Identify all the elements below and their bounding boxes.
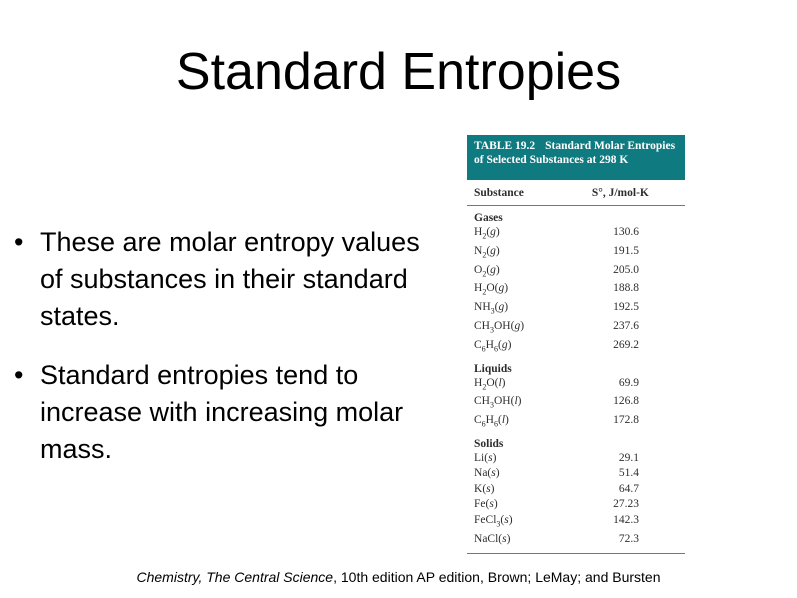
- table-group-title: Solids: [474, 437, 504, 450]
- table-row: K(s) 64.7: [467, 482, 685, 498]
- citation-footer: Chemistry, The Central Science, 10th edi…: [0, 568, 797, 586]
- substance-cell: Na(s): [474, 467, 500, 480]
- table-row: Na(s) 51.4: [467, 466, 685, 482]
- entropy-value-cell: 191.5: [613, 244, 639, 257]
- substance-cell: N2(g): [474, 244, 500, 260]
- entropy-value-cell: 192.5: [613, 301, 639, 314]
- table-row: FeCl3(s) 142.3: [467, 513, 685, 532]
- bullet-dot-icon: •: [14, 360, 24, 390]
- entropy-value-cell: 142.3: [613, 513, 639, 526]
- entropy-value-cell: 29.1: [618, 451, 639, 464]
- entropy-value-cell: 51.4: [618, 467, 639, 480]
- entropy-value-cell: 27.23: [613, 498, 639, 511]
- bullet-text: These are molar entropy values of substa…: [40, 227, 420, 331]
- entropy-value-cell: 69.9: [618, 376, 639, 389]
- entropy-table: TABLE 19.2 Standard Molar Entropies of Se…: [467, 135, 685, 555]
- page-title: Standard Entropies: [175, 43, 622, 101]
- table-row: O2(g) 205.0: [467, 263, 685, 282]
- entropy-value-cell: 130.6: [613, 226, 639, 238]
- table-caption-text: Standard Molar Entropies of Selected Sub…: [474, 140, 676, 166]
- table-row: Fe(s) 27.23: [467, 497, 685, 513]
- table-row: H2O(g) 188.8: [467, 281, 685, 300]
- column-header-substance: Substance: [474, 187, 524, 199]
- table-row: C6H6(g) 269.2: [467, 338, 685, 357]
- entropy-value-cell: 172.8: [613, 414, 639, 427]
- substance-cell: Fe(s): [474, 498, 498, 511]
- bullet-item: • These are molar entropy values of subs…: [14, 224, 434, 335]
- entropy-value-cell: 188.8: [613, 282, 639, 295]
- table-row: N2(g) 191.5: [467, 244, 685, 263]
- substance-cell: FeCl3(s): [474, 513, 513, 529]
- table-row: NH3(g) 192.5: [467, 300, 685, 319]
- citation-details: , 10th edition AP edition, Brown; LeMay;…: [333, 569, 661, 585]
- bullet-list: • These are molar entropy values of subs…: [14, 224, 434, 468]
- table-header: Substance S°, J/mol-K: [467, 180, 685, 206]
- table-bottom-rule: [467, 553, 685, 555]
- substance-cell: H2O(l): [474, 376, 506, 391]
- substance-cell: H2O(g): [474, 282, 509, 297]
- table-row: C6H6(l) 172.8: [467, 413, 685, 432]
- column-header-entropy: S°, J/mol-K: [591, 187, 649, 199]
- entropy-value-cell: 237.6: [613, 319, 639, 332]
- table-body: Gases H2(g) 130.6 N2(g) 191.5 O2(g) 205.0 H2O(g…: [467, 211, 685, 547]
- entropy-value-cell: 205.0: [613, 263, 639, 276]
- substance-cell: C6H6(l): [474, 414, 509, 429]
- bullet-text: Standard entropies tend to increase with…: [40, 360, 404, 464]
- entropy-value-cell: 64.7: [618, 482, 639, 495]
- table-row: H2(g) 130.6: [467, 225, 685, 244]
- table-row: NaCl(s) 72.3: [467, 532, 685, 548]
- table-group-title: Liquids: [474, 362, 512, 375]
- entropy-value-cell: 72.3: [618, 532, 639, 545]
- substance-cell: K(s): [474, 482, 495, 495]
- bullet-dot-icon: •: [14, 227, 24, 257]
- table-row: H2O(l) 69.9: [467, 376, 685, 395]
- entropy-value-cell: 126.8: [613, 395, 639, 408]
- table-row: Li(s) 29.1: [467, 451, 685, 467]
- substance-cell: C6H6(g): [474, 338, 512, 354]
- table-row: CH3OH(g) 237.6: [467, 319, 685, 338]
- substance-cell: H2(g): [474, 226, 500, 241]
- entropy-value-cell: 269.2: [613, 338, 639, 351]
- bullet-item: • Standard entropies tend to increase wi…: [14, 357, 434, 468]
- substance-cell: NH3(g): [474, 301, 509, 316]
- substance-cell: NaCl(s): [474, 532, 511, 545]
- citation-book-title: Chemistry, The Central Science: [136, 569, 334, 585]
- substance-cell: CH3OH(g): [474, 319, 525, 335]
- table-group-title: Gases: [474, 212, 503, 224]
- table-label: TABLE 19.2: [474, 140, 536, 152]
- substance-cell: Li(s): [474, 451, 497, 464]
- table-caption: TABLE 19.2 Standard Molar Entropies of Se…: [467, 135, 685, 180]
- substance-cell: CH3OH(l): [474, 395, 522, 410]
- substance-cell: O2(g): [474, 263, 500, 278]
- table-row: CH3OH(l) 126.8: [467, 394, 685, 413]
